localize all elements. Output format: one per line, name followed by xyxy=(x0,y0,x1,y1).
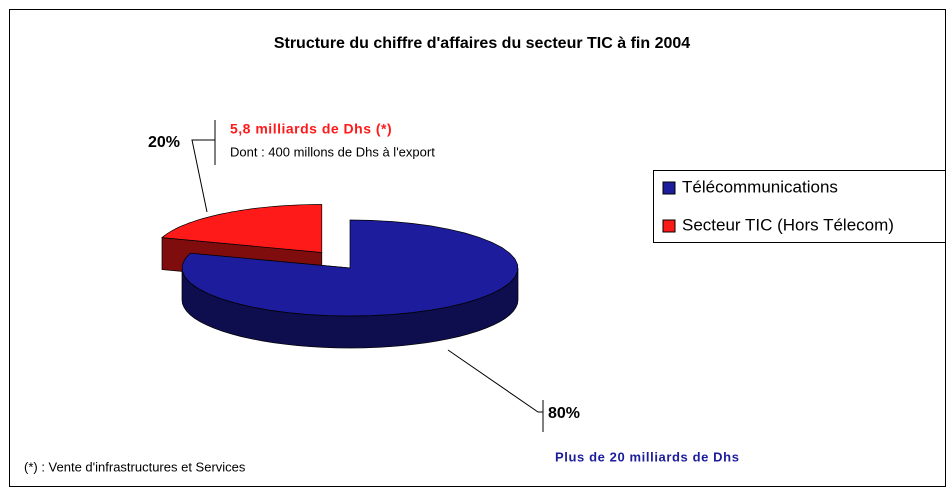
legend-box xyxy=(653,170,946,243)
leader-line xyxy=(191,139,215,213)
legend-swatch xyxy=(662,181,676,195)
leader-line xyxy=(447,349,543,413)
annotation: 5,8 milliards de Dhs (*) xyxy=(230,121,392,137)
annotation: Plus de 20 milliards de Dhs xyxy=(555,449,740,464)
legend-label: Secteur TIC (Hors Télecom) xyxy=(682,215,894,234)
value-label: 20% xyxy=(148,134,180,151)
slice xyxy=(161,204,323,253)
slice xyxy=(181,219,519,317)
footnote: (*) : Vente d'infrastructures et Service… xyxy=(24,459,246,474)
legend-swatch xyxy=(662,219,676,233)
annotation: Dont : 400 millons de Dhs à l'export xyxy=(230,144,435,159)
legend-label: Télécommunications xyxy=(682,177,838,196)
value-label: 80% xyxy=(548,405,580,422)
chart-title: Structure du chiffre d'affaires du secte… xyxy=(274,35,690,52)
